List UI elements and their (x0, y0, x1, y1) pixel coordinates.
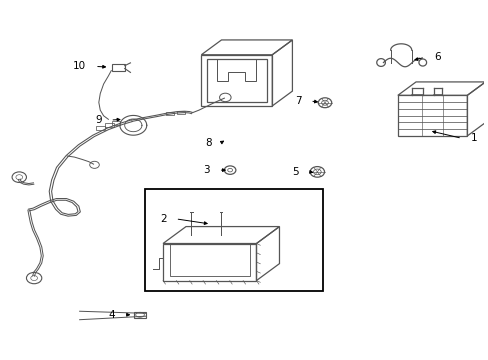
Bar (96, 126, 105, 130)
Bar (105, 123, 113, 127)
Bar (177, 111, 184, 114)
Text: 7: 7 (294, 96, 301, 106)
Text: 9: 9 (95, 115, 102, 125)
Bar (145, 189, 322, 291)
Text: 1: 1 (470, 133, 476, 143)
Text: 3: 3 (203, 165, 209, 175)
Text: 6: 6 (433, 52, 440, 62)
Bar (166, 112, 174, 115)
Text: 8: 8 (204, 138, 211, 148)
Text: 4: 4 (108, 310, 115, 320)
Text: 10: 10 (73, 62, 86, 71)
Bar (112, 121, 120, 125)
Text: 2: 2 (160, 214, 166, 224)
Text: 5: 5 (292, 167, 299, 176)
